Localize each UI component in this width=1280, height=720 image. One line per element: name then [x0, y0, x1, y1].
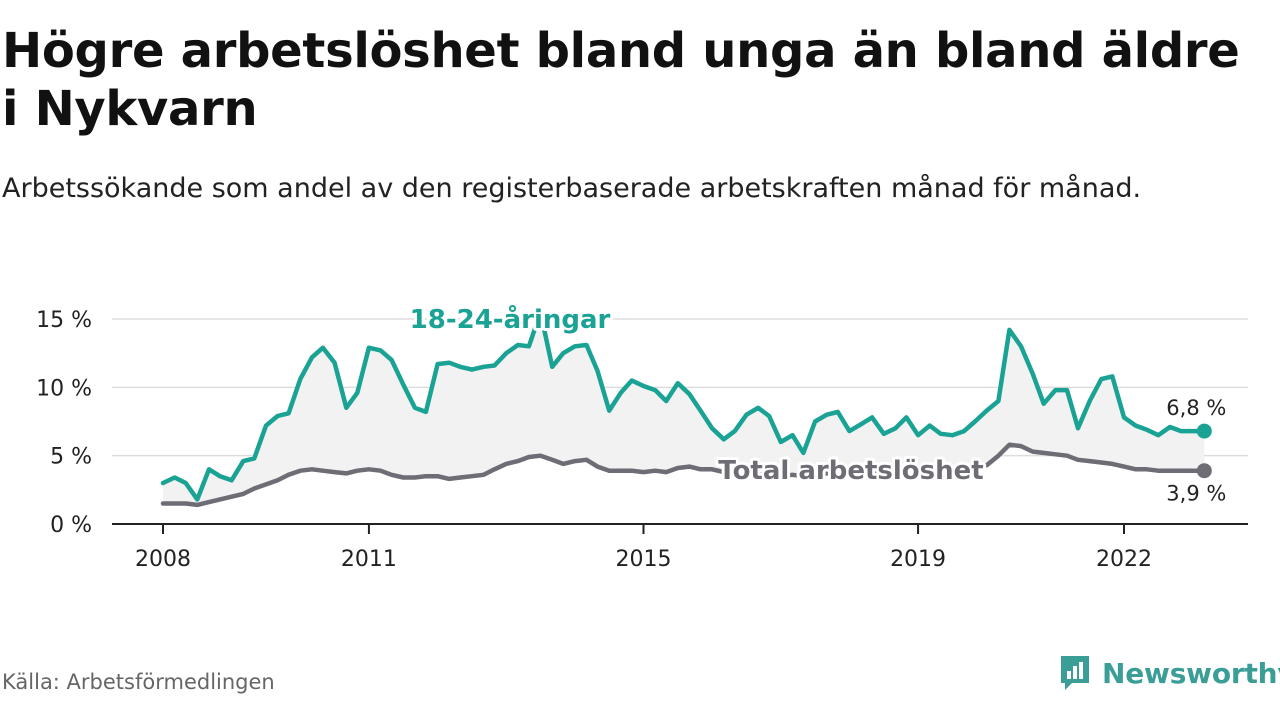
series-label-youth: 18-24-åringar [410, 303, 611, 335]
series-lines [160, 309, 1212, 508]
x-tick-label: 2011 [341, 547, 397, 572]
brand-name: Newsworthy [1102, 656, 1280, 690]
x-axis-ticks: 2008 2011 2015 2019 2022 [135, 524, 1152, 572]
x-tick-label: 2008 [135, 547, 191, 572]
y-tick-label: 5 % [50, 445, 92, 470]
x-tick-label: 2019 [890, 547, 946, 572]
x-tick-label: 2015 [616, 547, 672, 572]
y-tick-label: 10 % [36, 376, 92, 401]
series-label-total: Total arbetslöshet [718, 456, 983, 486]
source-note: Källa: Arbetsförmedlingen [2, 670, 275, 694]
y-tick-label: 0 % [50, 513, 92, 538]
y-tick-label: 15 % [36, 308, 92, 333]
x-tick-label: 2022 [1096, 547, 1152, 572]
series-labels: 18-24-åringar Total arbetslöshet 6,8 % 3… [407, 300, 1227, 506]
end-value-label-youth: 6,8 % [1166, 396, 1226, 420]
end-dot-youth [1196, 423, 1212, 439]
range-band [163, 312, 1205, 505]
series-line-total [160, 442, 1207, 508]
end-value-label-total: 3,9 % [1166, 482, 1226, 506]
y-axis-ticks: 0 % 5 % 10 % 15 % [36, 308, 92, 538]
page-subtitle: Arbetssökande som andel av den registerb… [2, 173, 1142, 204]
series-line-youth [160, 309, 1207, 502]
brand-logo[interactable]: Newsworthy [1058, 653, 1280, 693]
end-dot-total [1196, 463, 1212, 479]
page-title: Högre arbetslöshet bland unga än bland ä… [2, 23, 1240, 137]
newsworthy-logo-icon [1061, 656, 1089, 690]
